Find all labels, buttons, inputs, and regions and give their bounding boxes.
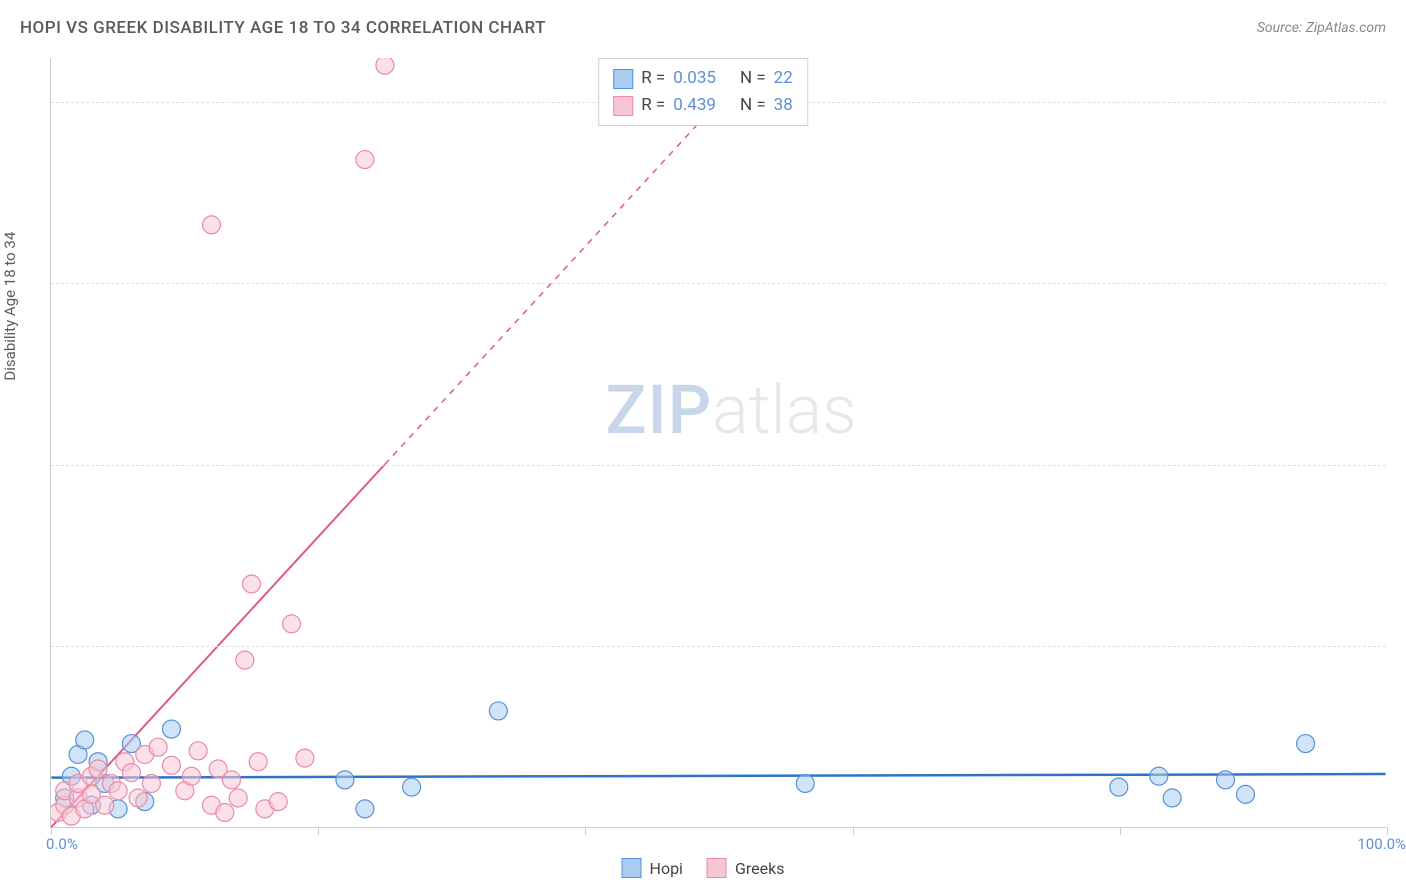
chart-title: HOPI VS GREEK DISABILITY AGE 18 TO 34 CO…	[20, 18, 546, 38]
legend-swatch	[613, 96, 633, 116]
x-tick	[318, 827, 319, 835]
x-axis-min-label: 0.0%	[46, 835, 78, 853]
grid-line	[51, 283, 1386, 284]
plot-area: 0.0% 100.0% 25.0%50.0%75.0%100.0%	[50, 58, 1386, 828]
y-tick-label: 100.0%	[1396, 111, 1406, 129]
series-label: Greeks	[735, 859, 785, 878]
legend-n-value: 38	[774, 92, 793, 119]
legend-swatch	[707, 858, 727, 878]
chart-area: 0.0% 100.0% 25.0%50.0%75.0%100.0%	[50, 58, 1386, 828]
legend-n-label: N =	[740, 65, 766, 92]
x-tick	[1120, 827, 1121, 835]
legend-r-label: R =	[641, 65, 665, 92]
x-tick	[853, 827, 854, 835]
y-axis-label: Disability Age 18 to 34	[1, 232, 19, 381]
chart-svg	[51, 58, 1386, 827]
series-legend-item: Greeks	[707, 858, 785, 878]
legend-swatch	[622, 858, 642, 878]
legend-n-value: 22	[774, 65, 793, 92]
x-tick	[51, 827, 52, 835]
legend-n-label: N =	[740, 92, 766, 119]
legend-r-label: R =	[641, 92, 665, 119]
legend-row: R = 0.035 N = 22	[613, 65, 793, 92]
y-tick-label: 75.0%	[1396, 292, 1406, 310]
y-tick-label: 25.0%	[1396, 655, 1406, 673]
x-axis-max-label: 100.0%	[1357, 835, 1406, 853]
grid-line	[51, 646, 1386, 647]
legend-r-value: 0.035	[673, 65, 716, 92]
y-tick-label: 50.0%	[1396, 474, 1406, 492]
legend-r-value: 0.439	[673, 92, 716, 119]
chart-header: HOPI VS GREEK DISABILITY AGE 18 TO 34 CO…	[20, 18, 1386, 38]
series-legend: Hopi Greeks	[622, 858, 785, 878]
legend-swatch	[613, 69, 633, 89]
x-tick	[585, 827, 586, 835]
series-label: Hopi	[650, 859, 683, 878]
chart-source: Source: ZipAtlas.com	[1257, 20, 1386, 36]
series-legend-item: Hopi	[622, 858, 683, 878]
legend-row: R = 0.439 N = 38	[613, 92, 793, 119]
x-tick	[1387, 827, 1388, 835]
grid-line	[51, 465, 1386, 466]
correlation-legend: R = 0.035 N = 22 R = 0.439 N = 38	[598, 58, 808, 126]
